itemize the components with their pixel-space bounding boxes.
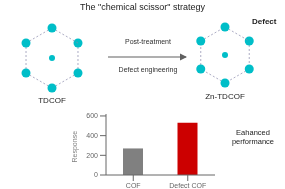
svg-text:400: 400 [86, 132, 98, 139]
svg-text:0: 0 [94, 171, 98, 178]
html-text:Defect: Defect [252, 17, 277, 26]
html-text:TDCOF: TDCOF [38, 96, 66, 105]
svg-text:COF: COF [126, 182, 141, 189]
html-text:Zn-TDCOF: Zn-TDCOF [205, 92, 245, 101]
html-text:Defect engineering: Defect engineering [118, 66, 178, 73]
svg-text:Defect COF: Defect COF [169, 182, 206, 189]
svg-text:Response: Response [71, 131, 79, 163]
html-text:Eahanced performance: Eahanced performance [231, 128, 274, 146]
svg-text:600: 600 [86, 112, 98, 119]
html-text:Post-treatment: Post-treatment [125, 38, 171, 45]
html-text:The "chemical scissor" strateg: The "chemical scissor" strategy [80, 2, 205, 12]
svg-text:200: 200 [86, 152, 98, 159]
